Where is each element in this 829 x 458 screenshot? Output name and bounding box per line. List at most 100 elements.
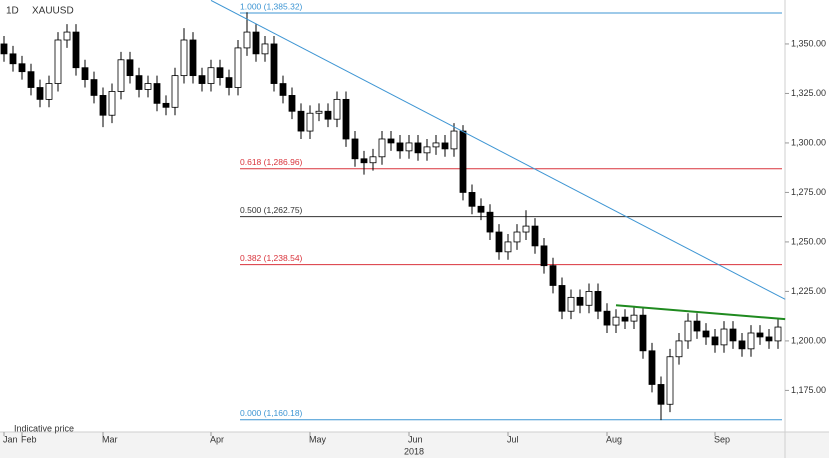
candle-body: [675, 340, 683, 358]
candle-body: [279, 83, 287, 96]
candle-body: [423, 146, 431, 154]
x-tick-label: Sep: [714, 434, 730, 444]
candle-body: [684, 320, 692, 342]
candle-body: [405, 142, 413, 152]
x-axis-band: [0, 432, 829, 458]
fib-label: 0.000 (1,160.18): [240, 408, 303, 418]
candle-body: [576, 296, 584, 306]
candle-body: [243, 31, 251, 49]
candle-body: [171, 75, 179, 108]
candle-body: [396, 142, 404, 152]
candle-body: [549, 265, 557, 286]
candle-body: [693, 320, 701, 332]
candle-body: [522, 225, 530, 233]
y-tick-label: 1,250.00: [791, 236, 826, 246]
candle-body: [711, 336, 719, 346]
candle-body: [342, 98, 350, 140]
x-tick-label: Apr: [210, 434, 224, 444]
candle-body: [189, 39, 197, 77]
candle-body: [612, 316, 620, 326]
interval: 1D: [6, 6, 19, 17]
candle-body: [126, 59, 134, 77]
candle-body: [486, 211, 494, 233]
candle-body: [621, 316, 629, 322]
candle-body: [459, 130, 467, 193]
candle-body: [234, 47, 242, 88]
y-tick-label: 1,350.00: [791, 38, 826, 48]
x-tick-label: May: [309, 434, 327, 444]
candle-body: [288, 95, 296, 112]
candle-body: [495, 231, 503, 253]
candle-body: [639, 314, 647, 352]
candle-body: [648, 350, 656, 385]
candle-body: [441, 142, 449, 150]
candle-body: [756, 332, 764, 338]
candle-body: [504, 241, 512, 253]
candle-body: [144, 83, 152, 90]
candle-body: [360, 158, 368, 164]
candle-body: [603, 310, 611, 326]
x-tick-label: Jun: [408, 434, 423, 444]
fib-label: 0.500 (1,262.75): [240, 205, 303, 215]
candle-body: [477, 205, 485, 213]
candle-body: [351, 138, 359, 160]
candle-body: [369, 156, 377, 164]
candle-body: [18, 63, 26, 73]
candle-body: [567, 296, 575, 312]
candle-body: [54, 39, 62, 84]
candle-body: [468, 192, 476, 207]
candle-body: [261, 43, 269, 55]
candle-body: [531, 225, 539, 247]
candle-body: [9, 53, 17, 65]
candle-body: [414, 142, 422, 154]
trendline: [615, 304, 786, 321]
candle-body: [63, 31, 71, 41]
candle-body: [729, 328, 737, 342]
fib-label: 1.000 (1,385.32): [240, 1, 303, 11]
candle-body: [774, 326, 782, 342]
candle-body: [657, 384, 665, 405]
candle-body: [252, 31, 260, 55]
x-tick-label: Jan: [3, 434, 18, 444]
candle-body: [306, 112, 314, 132]
candle-body: [117, 59, 125, 92]
y-tick-label: 1,275.00: [791, 187, 826, 197]
candle-body: [162, 102, 170, 108]
candle-body: [180, 39, 188, 77]
trendline: [210, 0, 786, 300]
fib-label: 0.382 (1,238.54): [240, 253, 303, 263]
x-axis-year: 2018: [404, 446, 424, 456]
candle-body: [720, 328, 728, 346]
candle-body: [702, 330, 710, 338]
candle-body: [315, 110, 323, 114]
candle-body: [333, 98, 341, 120]
candle-body: [540, 245, 548, 267]
y-tick-label: 1,175.00: [791, 385, 826, 395]
candle-body: [225, 77, 233, 88]
candle-body: [594, 291, 602, 312]
candle-body: [72, 31, 80, 69]
candle-body: [108, 91, 116, 116]
candle-body: [153, 83, 161, 104]
candle-body: [666, 356, 674, 405]
y-tick-label: 1,325.00: [791, 88, 826, 98]
x-tick-label: Jul: [507, 434, 519, 444]
candle-body: [513, 231, 521, 243]
candle-body: [207, 67, 215, 84]
candle-body: [216, 67, 224, 79]
candle-body: [324, 110, 332, 120]
footnote: Indicative price: [14, 423, 74, 433]
fib-label: 0.618 (1,286.96): [240, 157, 303, 167]
candle-body: [135, 75, 143, 90]
candle-body: [630, 314, 638, 322]
x-tick-label: Feb: [21, 434, 37, 444]
candle-body: [747, 332, 755, 350]
candle-body: [585, 291, 593, 306]
candle-body: [558, 285, 566, 312]
candle-body: [270, 43, 278, 84]
x-tick-label: Aug: [606, 434, 622, 444]
candle-body: [90, 79, 98, 96]
candle-body: [81, 67, 89, 80]
candle-body: [765, 336, 773, 342]
